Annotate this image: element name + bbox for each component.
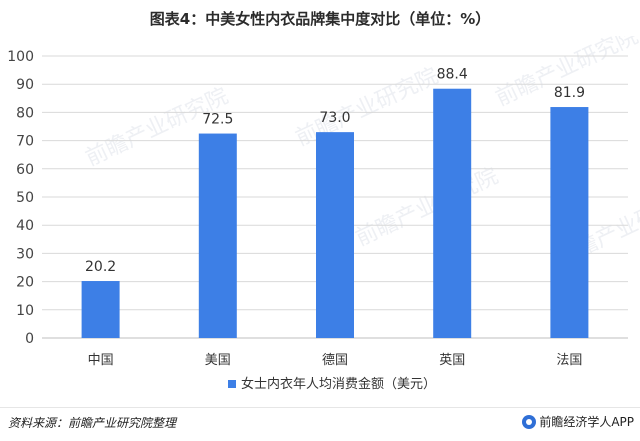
bar-value-label: 72.5	[202, 112, 233, 128]
bar-value-labels: 20.2 72.5 73.0 88.4 81.9	[85, 67, 585, 275]
bar-value-label: 20.2	[85, 259, 116, 275]
footer-divider	[0, 407, 640, 408]
bar	[316, 132, 354, 338]
brand-logo-icon	[522, 414, 537, 429]
bar	[433, 88, 472, 338]
y-tick-label: 40	[16, 218, 34, 234]
x-axis-ticks: 中国 美国 德国 英国 法国	[88, 353, 583, 368]
y-tick-label: 70	[16, 134, 34, 150]
bar-value-label: 73.0	[319, 110, 350, 126]
y-tick-label: 10	[16, 303, 34, 319]
bar	[550, 107, 589, 339]
x-tick-label: 德国	[322, 353, 348, 368]
bar-value-label: 88.4	[437, 67, 468, 83]
x-tick-label: 法国	[556, 353, 582, 368]
bar	[81, 281, 120, 338]
bars	[81, 88, 589, 339]
y-tick-label: 100	[7, 49, 34, 65]
brand-name: 前瞻经济学人APP	[539, 415, 634, 429]
legend: 女士内衣年人均消费金额（美元）	[228, 376, 436, 392]
legend-swatch	[228, 380, 236, 388]
y-tick-label: 80	[16, 105, 34, 121]
x-tick-label: 美国	[205, 353, 231, 368]
y-tick-label: 60	[16, 162, 34, 178]
x-tick-label: 中国	[88, 353, 114, 368]
watermark-text: 前瞻产业研究院	[352, 164, 502, 252]
y-tick-label: 0	[25, 331, 34, 347]
y-tick-label: 90	[16, 77, 34, 93]
watermark-text: 前瞻产业研究院	[292, 64, 442, 152]
chart-title: 图表4：中美女性内衣品牌集中度对比（单位：%）	[149, 10, 491, 28]
y-tick-label: 50	[16, 190, 34, 206]
brand-credit: 前瞻经济学人APP	[522, 413, 634, 430]
chart-area: 前瞻产业研究院 前瞻产业研究院 前瞻产业研究院 前瞻产业研究院 前瞻产业研究院 0 10 2…	[0, 24, 640, 406]
x-tick-label: 英国	[439, 353, 465, 368]
y-tick-label: 20	[16, 275, 34, 291]
y-axis-ticks: 0 10 20 30 40 50 60 70 80 90 100	[7, 49, 34, 347]
legend-label: 女士内衣年人均消费金额（美元）	[241, 376, 436, 392]
y-tick-label: 30	[16, 246, 34, 262]
bar	[198, 133, 237, 338]
bar-value-label: 81.9	[554, 85, 585, 101]
source-note: 资料来源：前瞻产业研究院整理	[8, 416, 177, 430]
